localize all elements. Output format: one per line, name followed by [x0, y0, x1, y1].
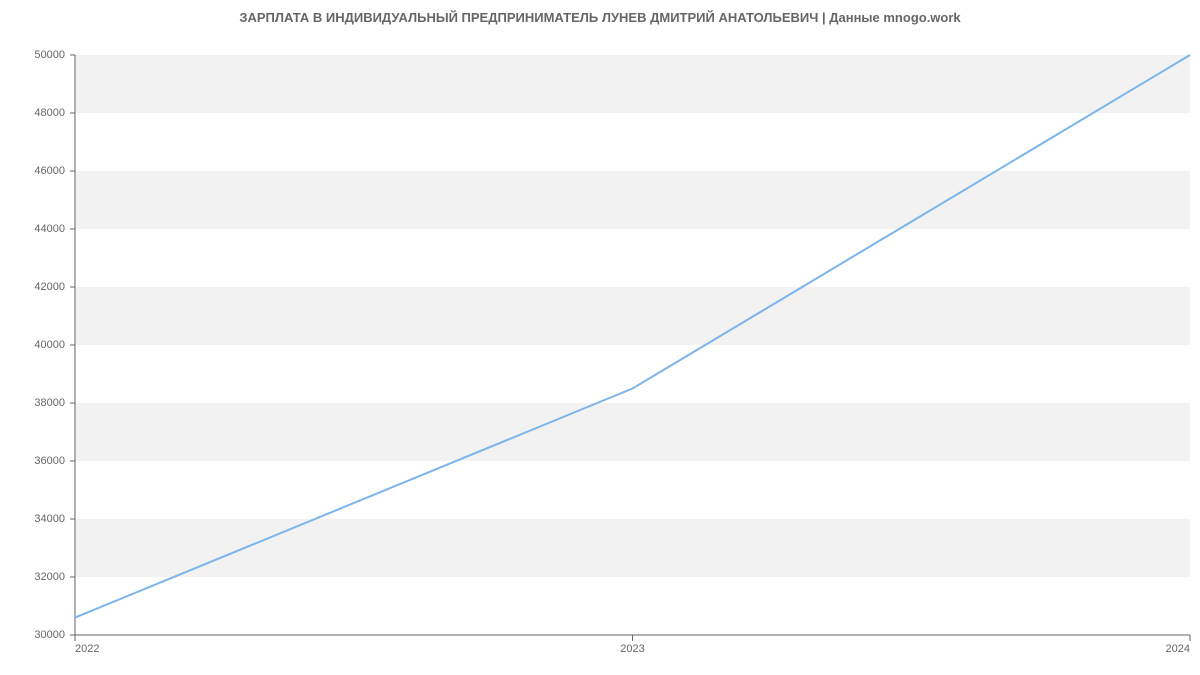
- plot-band: [75, 229, 1190, 287]
- plot-band: [75, 55, 1190, 113]
- plot-band: [75, 403, 1190, 461]
- y-tick-label: 48000: [0, 107, 65, 119]
- line-chart: [0, 25, 1200, 675]
- plot-band: [75, 171, 1190, 229]
- plot-band: [75, 113, 1190, 171]
- plot-band: [75, 461, 1190, 519]
- y-tick-label: 32000: [0, 571, 65, 583]
- chart-container: 30000 32000 34000 36000 38000 40000 42000 44000…: [0, 25, 1200, 675]
- x-tick-label: 2023: [620, 643, 644, 655]
- y-tick-label: 30000: [0, 629, 65, 641]
- y-tick-label: 44000: [0, 223, 65, 235]
- plot-band: [75, 577, 1190, 635]
- x-tick-label: 2022: [75, 643, 99, 655]
- plot-band: [75, 345, 1190, 403]
- y-tick-label: 34000: [0, 513, 65, 525]
- y-tick-label: 36000: [0, 455, 65, 467]
- y-tick-label: 46000: [0, 165, 65, 177]
- plot-band: [75, 287, 1190, 345]
- y-tick-label: 42000: [0, 281, 65, 293]
- y-tick-label: 40000: [0, 339, 65, 351]
- chart-title: ЗАРПЛАТА В ИНДИВИДУАЛЬНЫЙ ПРЕДПРИНИМАТЕЛ…: [0, 0, 1200, 25]
- x-tick-label: 2024: [1166, 643, 1190, 655]
- y-tick-label: 38000: [0, 397, 65, 409]
- y-tick-label: 50000: [0, 49, 65, 61]
